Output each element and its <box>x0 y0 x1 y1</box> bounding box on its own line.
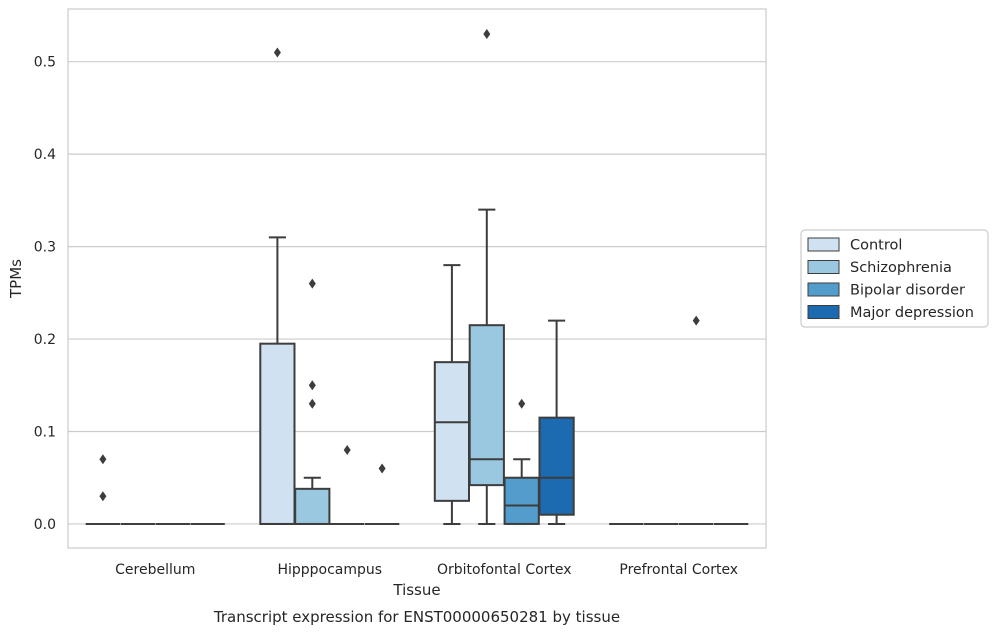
legend-label: Bipolar disorder <box>850 283 965 299</box>
box-body <box>433 361 471 502</box>
chart-title: Transcript expression for ENST0000065028… <box>213 608 620 626</box>
outlier-point <box>308 398 316 409</box>
box-body <box>503 476 540 525</box>
legend-swatch <box>807 305 840 319</box>
box-control <box>85 454 121 525</box>
legend-label: Control <box>850 238 902 254</box>
box-schizophrenia <box>468 28 505 525</box>
x-axis-label: Tissue <box>392 581 440 599</box>
x-tick-labels: Cerebellum Hipppocampus Orbitofontal Corte… <box>115 562 738 578</box>
box-bipolar-disorder <box>679 315 714 525</box>
outlier-point <box>378 463 386 474</box>
box-layer <box>85 28 749 525</box>
box-body <box>259 342 296 525</box>
box-schizophrenia <box>294 278 331 525</box>
box-body <box>468 324 505 487</box>
legend-swatch <box>807 237 840 252</box>
legend-label: Major depression <box>850 305 974 321</box>
legend-swatch <box>807 260 840 274</box>
legend-swatch <box>807 282 840 297</box>
x-tick-label: Orbitofontal Cortex <box>437 562 572 578</box>
legend-label: Schizophrenia <box>850 260 952 276</box>
legend: Control Schizophrenia Bipolar disorder Majo… <box>800 229 989 328</box>
outlier-point <box>308 380 316 391</box>
outlier-point <box>692 315 700 326</box>
x-tick-label: Cerebellum <box>115 562 195 578</box>
y-tick-label: 0.1 <box>34 425 56 441</box>
outlier-point <box>99 454 107 465</box>
legend-frame <box>800 229 989 328</box>
box-major-depression <box>364 463 400 525</box>
outlier-point <box>483 28 491 39</box>
y-tick-label: 0.0 <box>34 517 56 533</box>
y-tick-label: 0.2 <box>34 332 56 348</box>
plot-frame <box>67 8 767 549</box>
outlier-point <box>99 491 107 502</box>
y-tick-label: 0.3 <box>34 240 56 256</box>
x-tick-label: Prefrontal Cortex <box>619 562 738 578</box>
y-tick-label: 0.5 <box>34 55 56 71</box>
grid-layer <box>68 61 766 525</box>
y-axis-label: TPMs <box>7 259 25 299</box>
y-tick-labels: 0.0 0.1 0.2 0.3 0.4 0.5 <box>34 55 56 533</box>
outlier-point <box>518 398 526 409</box>
x-tick-label: Hipppocampus <box>277 562 382 578</box>
outlier-point <box>343 445 351 455</box>
box-bipolar-disorder <box>503 398 540 525</box>
outlier-point <box>273 47 281 58</box>
y-tick-label: 0.4 <box>34 147 56 163</box>
box-control <box>433 264 471 525</box>
box-body <box>538 416 575 516</box>
box-control <box>259 47 296 525</box>
box-body <box>294 487 331 525</box>
box-major-depression <box>538 319 575 525</box>
outlier-point <box>308 278 316 289</box>
box-bipolar-disorder <box>330 445 365 525</box>
